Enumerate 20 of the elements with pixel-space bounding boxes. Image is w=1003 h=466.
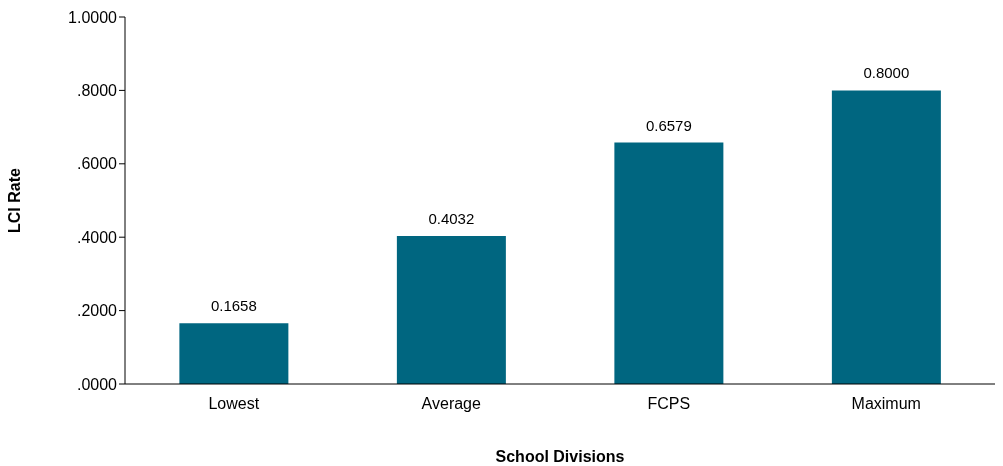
data-label: 0.8000 xyxy=(863,64,910,82)
bar xyxy=(396,236,506,384)
x-tick-label: FCPS xyxy=(647,395,691,413)
y-tick-label: .4000 xyxy=(76,228,118,246)
x-tick-label: Maximum xyxy=(851,395,921,413)
data-label: 0.1658 xyxy=(210,297,257,315)
y-tick-label: 1.0000 xyxy=(68,8,118,26)
x-tick-label: Lowest xyxy=(208,395,260,413)
x-axis-title: School Divisions xyxy=(495,448,625,465)
bar xyxy=(614,142,724,384)
bar xyxy=(179,323,289,384)
data-label: 0.6579 xyxy=(645,116,692,134)
y-tick-label: .0000 xyxy=(76,375,118,393)
y-tick-label: .6000 xyxy=(76,155,118,173)
y-axis-title: LCI Rate xyxy=(5,167,23,233)
data-label: 0.4032 xyxy=(428,210,475,228)
y-tick-label: .2000 xyxy=(76,302,118,320)
bar xyxy=(831,90,941,384)
y-tick-label: .8000 xyxy=(76,82,118,100)
x-tick-label: Average xyxy=(421,395,481,413)
